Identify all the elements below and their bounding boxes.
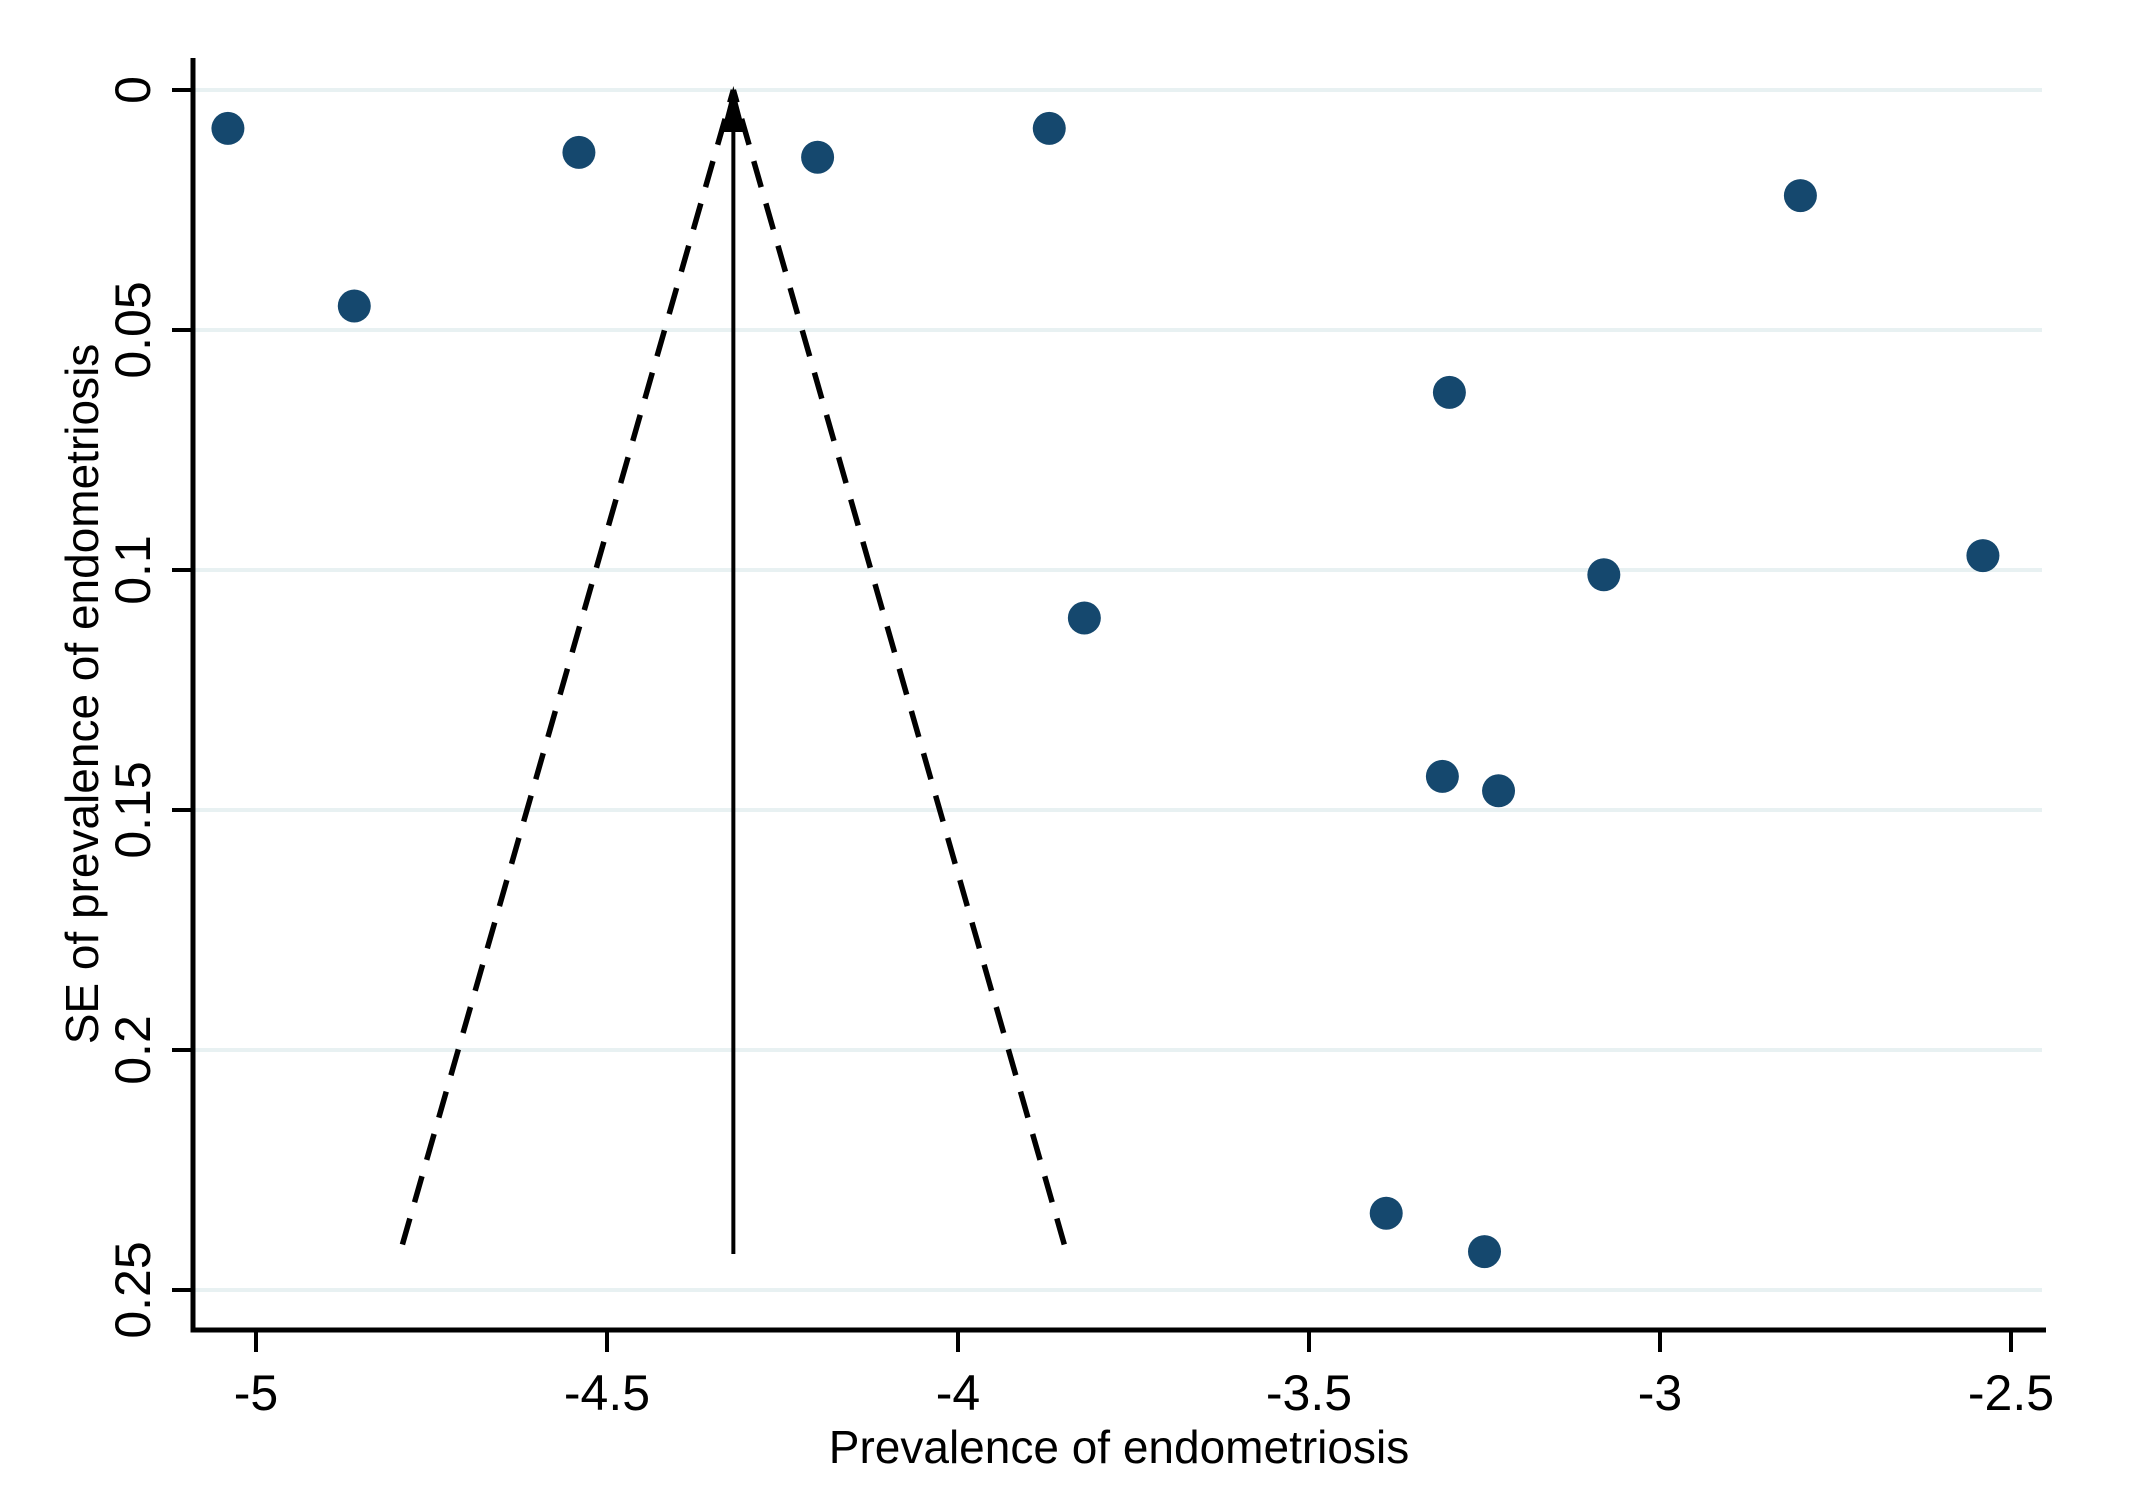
data-point xyxy=(337,289,371,323)
y-tick-label: 0.05 xyxy=(105,281,161,378)
data-point xyxy=(801,140,835,174)
x-tick-label: -3.5 xyxy=(1266,1365,1352,1421)
y-tick-label: 0.15 xyxy=(105,761,161,858)
data-point xyxy=(1783,179,1817,213)
data-point xyxy=(1425,759,1459,793)
data-point xyxy=(1482,774,1516,808)
y-tick-label: 0.25 xyxy=(105,1241,161,1338)
y-tick-label: 0 xyxy=(105,76,161,104)
x-tick-label: -4.5 xyxy=(564,1365,650,1421)
x-axis-title: Prevalence of endometriosis xyxy=(829,1421,1409,1473)
funnel-right-limit-line xyxy=(730,89,1070,1255)
data-point xyxy=(1067,601,1101,635)
data-point xyxy=(1468,1235,1501,1269)
tick-labels: 0 0.05 0.1 0.15 0.2 0.25 -5 -4.5 -4 -3.5 -3 -2.5 xyxy=(105,76,2054,1421)
axes xyxy=(172,58,2046,1352)
gridlines xyxy=(193,88,2042,1292)
y-tick-label: 0.1 xyxy=(105,535,161,605)
y-tick-label: 0.2 xyxy=(105,1015,161,1085)
data-point xyxy=(562,135,596,169)
data-point xyxy=(1587,558,1621,592)
data-point xyxy=(1432,375,1466,409)
x-tick-label: -4 xyxy=(936,1365,980,1421)
data-point xyxy=(211,111,245,145)
x-tick-label: -5 xyxy=(234,1365,278,1421)
data-point xyxy=(1032,111,1066,145)
data-points xyxy=(211,111,2000,1269)
data-point xyxy=(1966,539,2000,573)
x-tick-label: -2.5 xyxy=(1968,1365,2054,1421)
estimate-line-arrowhead xyxy=(721,86,746,132)
funnel-left-limit-line xyxy=(397,89,737,1255)
x-tick-label: -3 xyxy=(1638,1365,1682,1421)
data-point xyxy=(1369,1196,1403,1230)
funnel-pseudo-ci xyxy=(397,86,1070,1255)
y-axis-title: SE of prevalence of endometriosis xyxy=(56,344,108,1045)
